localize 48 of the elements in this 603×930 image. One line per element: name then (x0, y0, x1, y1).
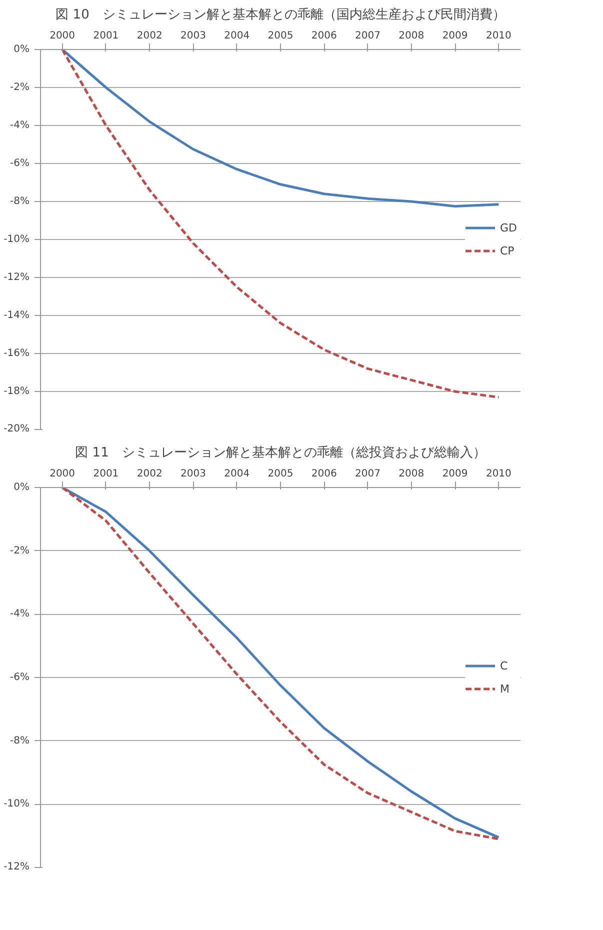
y-tick-label: 0% (14, 482, 30, 493)
x-tick-label: 2000 (50, 468, 76, 480)
y-tick-label: -2% (10, 545, 30, 556)
y-tick-label: -10% (4, 234, 30, 245)
legend-label: C (500, 659, 509, 672)
y-tick-label: -8% (10, 735, 30, 746)
x-tick-label: 2009 (442, 468, 468, 480)
y-tick-label: -10% (4, 798, 30, 810)
x-tick-label: 2010 (486, 30, 512, 42)
x-tick-label: 2006 (311, 30, 337, 42)
x-tick-label: 2003 (180, 30, 206, 42)
x-tick-label: 2004 (224, 468, 250, 480)
x-tick-label: 2009 (442, 30, 468, 42)
x-tick-label: 2007 (355, 30, 380, 42)
y-tick-label: -6% (10, 158, 30, 169)
chart-title: 図 10 シミュレーション解と基本解との乖離（国内総生産および民間消費） (56, 6, 506, 22)
x-tick-label: 2002 (136, 30, 162, 42)
y-tick-label: -6% (10, 672, 30, 683)
x-tick-label: 2002 (136, 468, 162, 480)
y-tick-label: -18% (4, 386, 30, 397)
y-tick-label: -16% (4, 348, 30, 359)
legend-label: GD (500, 221, 518, 234)
y-tick-label: 0% (14, 44, 30, 55)
x-tick-label: 2004 (224, 30, 250, 42)
y-tick-label: -2% (10, 82, 30, 93)
x-tick-label: 2006 (311, 468, 337, 480)
y-tick-label: -20% (4, 424, 30, 434)
legend-label: CP (500, 244, 516, 257)
y-tick-label: -8% (10, 196, 30, 207)
y-tick-label: -12% (4, 862, 30, 872)
x-tick-label: 2007 (355, 468, 380, 480)
line-series (61, 50, 500, 208)
x-tick-label: 2005 (268, 468, 294, 480)
legend-label: M (500, 682, 510, 695)
y-tick-label: -4% (10, 608, 30, 620)
x-tick-label: 2003 (180, 468, 206, 480)
x-tick-label: 2000 (50, 30, 76, 42)
x-tick-label: 2010 (486, 468, 512, 480)
x-tick-label: 2008 (398, 30, 424, 42)
y-tick-label: -12% (4, 272, 30, 283)
line-series (61, 50, 500, 398)
x-tick-label: 2001 (93, 30, 119, 42)
y-tick-label: -14% (4, 310, 30, 321)
chart-title: 図 11 シミュレーション解と基本解との乖離（総投資および総輸入） (75, 446, 486, 460)
x-tick-label: 2005 (268, 30, 294, 42)
x-tick-label: 2008 (398, 468, 424, 480)
x-tick-label: 2001 (93, 468, 119, 480)
y-tick-label: -4% (10, 120, 30, 131)
